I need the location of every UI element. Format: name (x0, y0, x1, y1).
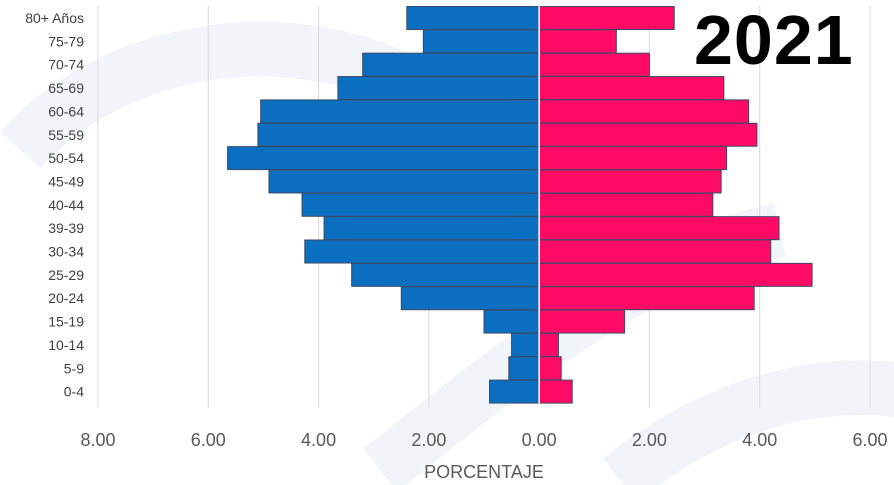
y-tick-label: 25-29 (48, 267, 84, 283)
bar-left (362, 52, 540, 77)
bar-right (538, 29, 617, 54)
bar-left (351, 262, 540, 287)
bar-right (538, 262, 813, 287)
bar-right (538, 356, 562, 381)
x-tick-label: 4.00 (742, 430, 777, 450)
bar-right (538, 6, 675, 30)
x-tick-label: 8.00 (80, 430, 115, 450)
y-axis-labels: 80+ Años 75-79 70-74 65-69 60-64 55-59 50-54 45… (25, 10, 84, 400)
bar-right (538, 286, 755, 311)
y-tick-label: 39-39 (48, 220, 84, 236)
y-tick-label: 20-24 (48, 290, 84, 306)
bar-left (268, 169, 540, 194)
bar-left (260, 99, 540, 124)
bar-left (257, 122, 540, 147)
bar-right (538, 122, 758, 147)
bar-left (511, 332, 540, 357)
bar-left (337, 76, 540, 101)
y-tick-label: 40-44 (48, 197, 84, 213)
x-tick-label: 4.00 (301, 430, 336, 450)
bar-left (304, 239, 540, 264)
bar-left (406, 6, 540, 30)
x-tick-label: 0.00 (522, 430, 557, 450)
y-tick-label: 70-74 (48, 57, 84, 73)
bar-left (508, 356, 540, 381)
bar-right (538, 192, 714, 217)
bar-right (538, 216, 780, 241)
x-tick-label: 6.00 (852, 430, 887, 450)
x-axis-tick-labels: 8.00 6.00 4.00 2.00 0.00 2.00 4.00 6.00 (80, 430, 887, 450)
year-annotation: 2021 (694, 1, 854, 79)
y-tick-label: 75-79 (48, 33, 84, 49)
y-tick-label: 0-4 (64, 384, 84, 400)
bar-right (538, 52, 650, 77)
bar-right (538, 332, 559, 357)
bar-left (227, 146, 540, 171)
y-tick-label: 10-14 (48, 337, 84, 353)
y-tick-label: 30-34 (48, 244, 84, 260)
x-tick-label: 6.00 (191, 430, 226, 450)
bar-left (400, 286, 540, 311)
y-tick-label: 5-9 (64, 360, 84, 376)
bar-left (301, 192, 540, 217)
bar-right (538, 146, 728, 171)
bar-right (538, 169, 722, 194)
y-tick-label: 65-69 (48, 80, 84, 96)
y-tick-label: 60-64 (48, 103, 84, 119)
bars (227, 6, 813, 406)
y-tick-label: 55-59 (48, 127, 84, 143)
y-tick-label: 45-49 (48, 173, 84, 189)
x-tick-label: 2.00 (632, 430, 667, 450)
y-tick-label: 15-19 (48, 314, 84, 330)
bar-right (538, 239, 772, 264)
y-tick-label: 50-54 (48, 150, 84, 166)
bar-left (422, 29, 540, 54)
y-tick-label: 80+ Años (25, 10, 84, 26)
x-axis-title: PORCENTAJE (424, 462, 544, 482)
x-tick-label: 2.00 (411, 430, 446, 450)
bar-right (538, 379, 573, 404)
bar-left (489, 379, 540, 404)
bar-left (483, 309, 540, 334)
bar-left (323, 216, 540, 241)
bar-right (538, 99, 750, 124)
bar-right (538, 309, 626, 334)
bar-right (538, 76, 725, 101)
